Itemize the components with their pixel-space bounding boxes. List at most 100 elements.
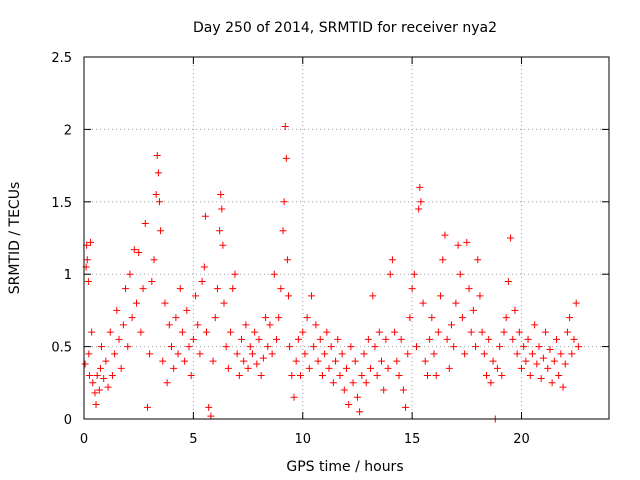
data-point (384, 364, 392, 372)
grid-lines (84, 57, 609, 419)
data-point (163, 379, 171, 387)
data-point (303, 314, 311, 322)
data-point (316, 335, 324, 343)
data-point (183, 306, 191, 314)
y-tick-label: 2.5 (51, 51, 72, 66)
data-point (152, 191, 160, 199)
data-point (111, 350, 119, 358)
data-point (270, 270, 278, 278)
data-point (570, 335, 578, 343)
data-point (240, 357, 248, 365)
data-point (93, 372, 101, 380)
data-point (353, 393, 361, 401)
data-point (402, 403, 410, 411)
data-point (323, 328, 331, 336)
data-point (137, 328, 145, 336)
data-point (428, 314, 436, 322)
data-point (154, 169, 162, 177)
data-point (430, 350, 438, 358)
data-point (509, 335, 517, 343)
data-point (537, 374, 545, 382)
data-point (231, 270, 239, 278)
data-point (282, 154, 290, 162)
data-point (502, 314, 510, 322)
data-point (415, 205, 423, 213)
data-point (327, 343, 335, 351)
data-point (209, 357, 217, 365)
data-point (159, 357, 167, 365)
data-point (172, 314, 180, 322)
data-point (96, 364, 104, 372)
axis-ticks: 0 0.5 1 1.5 2 2.5 0 5 10 15 20 (51, 51, 609, 447)
data-point (288, 372, 296, 380)
data-point (496, 343, 504, 351)
data-point (262, 314, 270, 322)
x-axis-label: GPS time / hours (286, 459, 403, 475)
data-point (224, 364, 232, 372)
data-point (203, 328, 210, 336)
data-point (375, 328, 383, 336)
data-point (515, 328, 523, 336)
data-point (235, 372, 243, 380)
data-point (108, 372, 116, 380)
data-point (544, 364, 552, 372)
data-point (148, 277, 156, 285)
plot-frame (83, 56, 610, 420)
data-point (441, 231, 449, 239)
data-point (338, 350, 346, 358)
data-point (102, 357, 110, 365)
data-point (559, 383, 567, 391)
data-point (220, 299, 228, 307)
data-point (297, 372, 305, 380)
data-point (432, 372, 440, 380)
data-point (281, 123, 289, 131)
y-tick-label: 2 (64, 123, 72, 138)
data-point (513, 350, 521, 358)
data-point (518, 364, 525, 372)
data-point (218, 205, 226, 213)
data-point (417, 198, 425, 206)
data-point (178, 328, 186, 336)
data-point (292, 357, 300, 365)
data-point (439, 256, 447, 264)
data-point (349, 379, 357, 387)
data-point (161, 299, 169, 307)
data-point (548, 379, 556, 387)
data-point (201, 212, 209, 220)
data-point (155, 198, 163, 206)
data-point (329, 379, 337, 387)
data-point (382, 335, 390, 343)
data-point (386, 270, 394, 278)
data-point (373, 372, 381, 380)
data-point (242, 321, 250, 329)
chart-title: Day 250 of 2014, SRMTID for receiver nya… (193, 20, 497, 36)
data-point (467, 328, 475, 336)
data-point (246, 343, 254, 351)
data-point (524, 335, 532, 343)
data-point (89, 379, 97, 387)
y-axis-label: SRMTID / TECUs (7, 182, 23, 295)
data-point (561, 360, 569, 368)
data-point (187, 372, 195, 380)
data-point (336, 372, 344, 380)
data-point (416, 183, 424, 191)
data-point (217, 191, 225, 199)
data-point (98, 343, 105, 351)
data-point (122, 285, 130, 293)
data-point (522, 357, 530, 365)
data-point (555, 372, 563, 380)
data-point (299, 328, 307, 336)
data-point (285, 292, 293, 300)
x-tick-label: 20 (513, 432, 530, 447)
data-point (84, 277, 92, 285)
data-point (266, 321, 274, 329)
data-point (533, 360, 541, 368)
data-point (233, 350, 241, 358)
data-point (308, 292, 315, 300)
data-point (456, 270, 464, 278)
data-point (408, 285, 416, 293)
data-point (219, 241, 227, 249)
data-point (520, 343, 528, 351)
data-point (469, 306, 477, 314)
